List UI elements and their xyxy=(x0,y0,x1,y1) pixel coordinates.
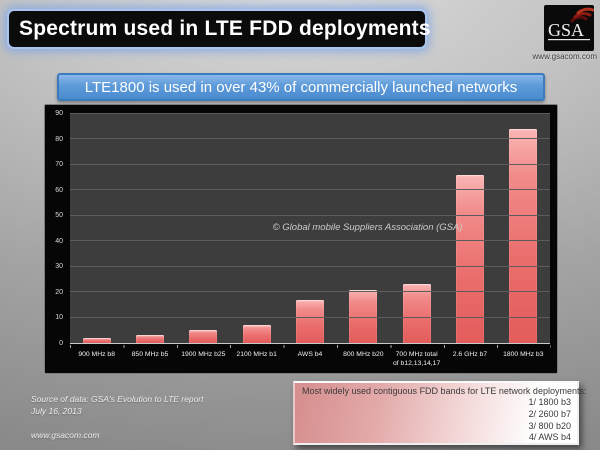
bar-slot xyxy=(230,114,283,343)
bar-AWS b4 xyxy=(295,299,324,343)
x-axis-ticks xyxy=(70,345,551,348)
bar-700 MHz total of b12,13,14,17 xyxy=(402,284,431,343)
gridline xyxy=(70,189,550,191)
x-tick-label: 800 MHz b20 xyxy=(343,351,384,358)
legend-items: 1/ 1800 b3 2/ 2600 b7 3/ 800 b20 4/ AWS b4 xyxy=(302,397,571,444)
title-bar: Spectrum used in LTE FDD deployments xyxy=(9,11,431,47)
x-tick-label: 2.6 GHz b7 xyxy=(452,351,488,358)
bars-row xyxy=(70,114,550,343)
legend-box: Most widely used contiguous FDD bands fo… xyxy=(293,381,587,445)
page-title: Spectrum used in LTE FDD deployments xyxy=(19,17,431,40)
source-line2: July 16, 2013 xyxy=(31,405,82,416)
bar-slot xyxy=(337,114,390,343)
y-tick-label: 40 xyxy=(55,237,63,245)
gridline xyxy=(70,163,550,165)
x-tick-label: 900 MHz b8 xyxy=(78,351,115,358)
bar-slot xyxy=(123,114,176,343)
chart-copyright-annotation: © Global mobile Suppliers Association (G… xyxy=(272,222,463,233)
source-text: Source of data: GSA's Evolution to LTE r… xyxy=(31,394,204,442)
gsa-logo: GSA xyxy=(544,5,594,51)
legend-item: 1/ 1800 b3 xyxy=(528,397,571,407)
subtitle-text: LTE1800 is used in over 43% of commercia… xyxy=(84,78,518,96)
y-tick-label: 60 xyxy=(55,186,63,194)
footer-website: www.gsacom.com xyxy=(31,429,100,440)
y-tick-label: 90 xyxy=(55,110,63,117)
y-tick-label: 0 xyxy=(59,340,63,347)
gridline xyxy=(70,291,550,293)
x-tick-label: AWS b4 xyxy=(297,351,323,358)
x-tick-label: 1800 MHz b3 xyxy=(503,351,544,358)
y-axis-labels: 0 10 20 30 40 50 60 70 80 90 xyxy=(45,110,66,347)
gridline xyxy=(70,265,550,267)
bar-slot xyxy=(390,114,443,343)
bar-1800 MHz b3 xyxy=(509,129,538,343)
y-tick-label: 10 xyxy=(55,314,63,322)
bar-800 MHz b20 xyxy=(349,289,378,343)
subtitle-bar: LTE1800 is used in over 43% of commercia… xyxy=(57,73,545,101)
plot-area: © Global mobile Suppliers Association (G… xyxy=(70,113,550,344)
bar-slot xyxy=(283,114,336,343)
legend-title: Most widely used contiguous FDD bands fo… xyxy=(302,386,587,396)
x-tick-label: 1900 MHz b25 xyxy=(181,351,226,358)
bar-900 MHz b8 xyxy=(82,337,111,343)
x-axis-labels: 900 MHz b8 850 MHz b5 1900 MHz b25 2100 MHz… xyxy=(70,351,550,369)
gridline xyxy=(70,214,550,216)
gridline xyxy=(70,113,550,114)
y-tick-label: 80 xyxy=(55,135,63,143)
legend-item: 3/ 800 b20 xyxy=(528,420,571,431)
bar-1900 MHz b25 xyxy=(189,330,218,343)
bar-2100 MHz b1 xyxy=(242,325,271,343)
y-tick-label: 30 xyxy=(55,263,63,271)
bar-slot xyxy=(70,114,123,343)
bar-slot xyxy=(443,114,496,343)
gridline xyxy=(70,138,550,140)
bar-2.6 GHz b7 xyxy=(455,175,484,343)
y-tick-label: 50 xyxy=(55,212,63,220)
x-tick-label: 700 MHz total of b12,13,14,17 xyxy=(393,351,441,367)
legend-item: 4/ AWS b4 xyxy=(528,432,571,443)
x-tick-label: 2100 MHz b1 xyxy=(236,351,277,358)
gsa-logo-icon: GSA xyxy=(548,7,594,41)
gridline xyxy=(70,240,550,242)
gridline xyxy=(70,316,550,318)
bar-chart: 0 10 20 30 40 50 60 70 80 90 © Global mobile Supp… xyxy=(44,104,558,374)
y-tick-label: 20 xyxy=(55,288,63,296)
bar-slot xyxy=(177,114,230,343)
gsa-logo-text: GSA xyxy=(548,20,584,40)
x-tick-label: 850 MHz b5 xyxy=(131,351,169,358)
logo-website: www.gsacom.com xyxy=(532,52,597,61)
y-tick-label: 70 xyxy=(55,161,63,169)
bar-850 MHz b5 xyxy=(135,335,164,343)
legend-item: 2/ 2600 b7 xyxy=(528,408,571,419)
source-line1: Source of data: GSA's Evolution to LTE r… xyxy=(31,394,204,404)
bar-slot xyxy=(497,114,550,343)
